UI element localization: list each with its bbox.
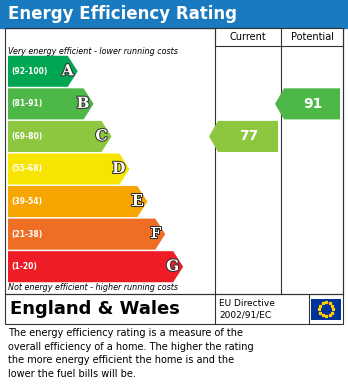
Text: 77: 77 [239,129,259,143]
Polygon shape [8,88,94,119]
Polygon shape [8,56,78,87]
Polygon shape [209,121,278,152]
Text: Potential: Potential [291,32,333,42]
Text: B: B [77,97,90,111]
Polygon shape [8,121,111,152]
Text: (39-54): (39-54) [11,197,42,206]
Bar [215,28,343,46]
Polygon shape [8,219,165,250]
Text: (92-100): (92-100) [11,67,47,76]
Text: EU Directive
2002/91/EC: EU Directive 2002/91/EC [219,299,275,319]
Bar [311,298,341,319]
Text: Energy Efficiency Rating: Energy Efficiency Rating [8,5,237,23]
Text: The energy efficiency rating is a measure of the
overall efficiency of a home. T: The energy efficiency rating is a measur… [8,328,254,379]
Text: F: F [150,227,161,241]
Bar [0,0,348,28]
Text: (69-80): (69-80) [11,132,42,141]
Polygon shape [8,153,129,185]
Text: (21-38): (21-38) [11,230,42,239]
Polygon shape [8,251,183,282]
Text: Current: Current [230,32,266,42]
Bar [5,294,343,324]
Text: (1-20): (1-20) [11,262,37,271]
Text: D: D [112,162,125,176]
Text: Not energy efficient - higher running costs: Not energy efficient - higher running co… [8,283,178,292]
Text: (55-68): (55-68) [11,165,42,174]
Text: England & Wales: England & Wales [10,300,180,318]
Text: A: A [62,64,74,78]
Bar [5,28,343,294]
Polygon shape [275,88,340,119]
Text: (81-91): (81-91) [11,99,42,108]
Text: G: G [166,260,179,274]
Text: 91: 91 [303,97,323,111]
Text: E: E [132,195,143,208]
Text: Very energy efficient - lower running costs: Very energy efficient - lower running co… [8,47,178,56]
Polygon shape [8,186,147,217]
Text: C: C [95,129,108,143]
